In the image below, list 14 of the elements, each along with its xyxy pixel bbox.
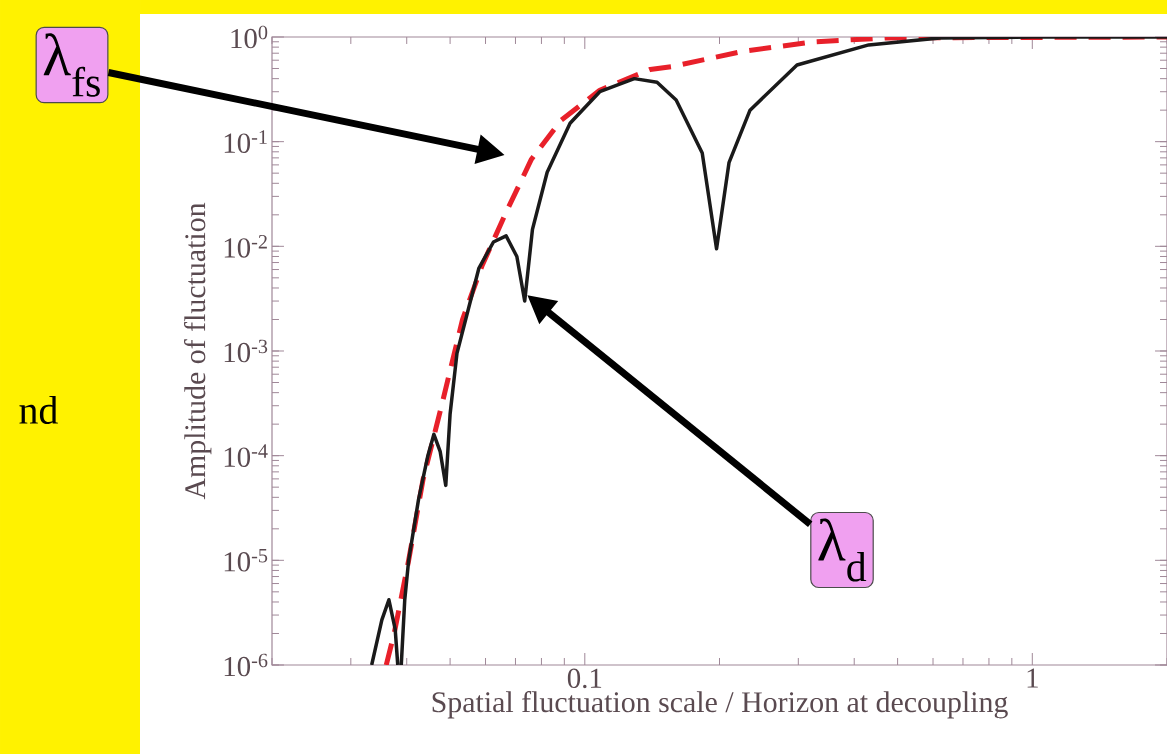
x-tick-label: 1 — [1027, 668, 1038, 688]
text: λ$_{fs}$ — [43, 33, 100, 97]
x-tick-label: 0.1 — [567, 668, 602, 689]
y-tick-label: 10$^{0}$ — [231, 25, 268, 49]
text: nd — [19, 395, 58, 425]
y-tick-label: 10$^{-6}$ — [224, 653, 268, 677]
y-tick-label: 10$^{-4}$ — [224, 444, 268, 467]
y-tick-label: 10$^{-5}$ — [224, 549, 268, 572]
y-tick-label: 10$^{-3}$ — [224, 339, 268, 363]
y-axis-title: Amplitude of fluctuation — [183, 202, 212, 500]
y-tick-label: 10$^{-1}$ — [224, 130, 267, 153]
y-tick-label: 10$^{-2}$ — [224, 234, 267, 258]
x-axis-title: Spatial fluctuation scale / Horizon at decoupling — [432, 690, 1008, 719]
annotation: λ$_{d}$ — [818, 518, 867, 582]
